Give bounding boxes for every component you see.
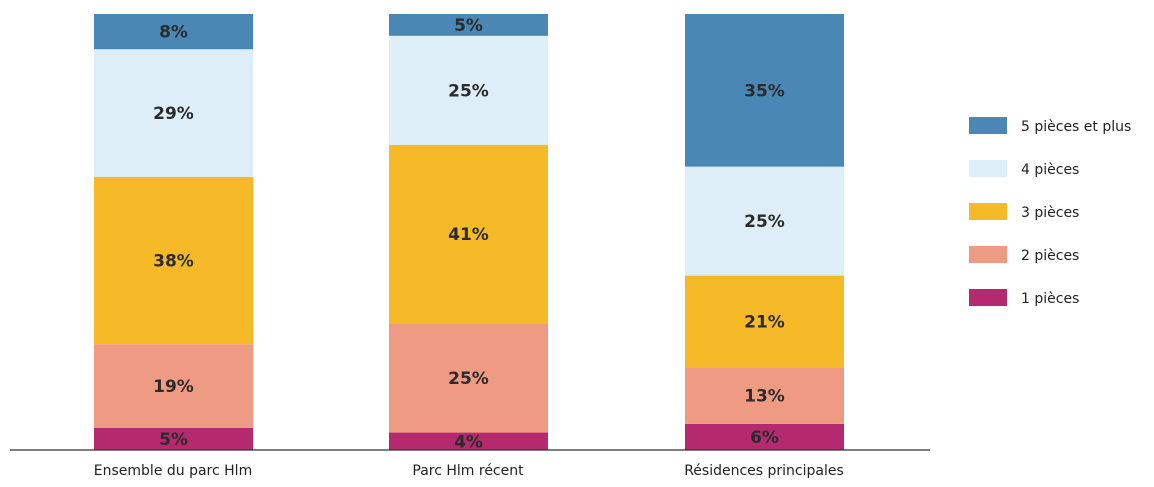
- data-label-3-pi-ces-3: 21%: [744, 312, 785, 332]
- bar-segment-4-pi-ces-1: [94, 49, 253, 177]
- data-label-5-pi-ces-et-plus-1: 8%: [159, 23, 188, 43]
- data-label-4-pi-ces-1: 29%: [153, 104, 194, 124]
- bar-segment-5-pi-ces-et-plus-3: [685, 14, 844, 167]
- category-labels: Ensemble du parc Hlm Parc Hlm récent Résid…: [94, 463, 844, 479]
- legend-label-5-pi-ces-et-plus: 5 pièces et plus: [1021, 119, 1131, 135]
- legend-swatch-5-pi-ces-et-plus: [969, 117, 1007, 134]
- data-label-3-pi-ces-2: 41%: [448, 225, 489, 245]
- legend-label-4-pi-ces: 4 pièces: [1021, 162, 1079, 178]
- bar-segment-3-pi-ces-3: [685, 275, 844, 368]
- data-label-5-pi-ces-et-plus-2: 5%: [454, 16, 483, 36]
- data-label-4-pi-ces-2: 25%: [448, 81, 489, 101]
- data-label-2-pi-ces-2: 25%: [448, 369, 489, 389]
- bars-group: 5% 19% 38% 29% 8% 4% 25% 41% 25% 5% 6% 13% 21% 25% 35%: [94, 14, 844, 452]
- bar-segment-1-pi-ces-3: [685, 423, 844, 450]
- data-label-1-pi-ces-3: 6%: [750, 428, 779, 448]
- data-label-2-pi-ces-1: 19%: [153, 377, 194, 397]
- bar-segment-1-pi-ces-1: [94, 427, 253, 450]
- data-label-4-pi-ces-3: 25%: [744, 212, 785, 232]
- bar-segment-1-pi-ces-2: [389, 432, 548, 450]
- legend-swatch-3-pi-ces: [969, 203, 1007, 220]
- legend-swatch-2-pi-ces: [969, 246, 1007, 263]
- legend-label-3-pi-ces: 3 pièces: [1021, 205, 1079, 221]
- legend-label-2-pi-ces: 2 pièces: [1021, 248, 1079, 264]
- bar-segment-2-pi-ces-1: [94, 344, 253, 428]
- bar-segment-2-pi-ces-3: [685, 367, 844, 424]
- legend-swatch-1-pi-ces: [969, 289, 1007, 306]
- legend-label-1-pi-ces: 1 pièces: [1021, 291, 1079, 307]
- bar-segment-2-pi-ces-2: [389, 323, 548, 433]
- legend: 5 pièces et plus 4 pièces 3 pièces 2 pièces…: [969, 117, 1131, 307]
- data-label-1-pi-ces-2: 4%: [454, 432, 483, 452]
- bar-segment-3-pi-ces-1: [94, 176, 253, 345]
- bar-segment-5-pi-ces-et-plus-1: [94, 14, 253, 50]
- category-label-2: Parc Hlm récent: [412, 463, 524, 479]
- category-label-3: Résidences principales: [684, 463, 844, 479]
- data-label-3-pi-ces-1: 38%: [153, 252, 194, 272]
- bar-segment-5-pi-ces-et-plus-2: [389, 14, 548, 36]
- bar-segment-3-pi-ces-2: [389, 144, 548, 324]
- legend-swatch-4-pi-ces: [969, 160, 1007, 177]
- data-label-2-pi-ces-3: 13%: [744, 387, 785, 407]
- data-label-1-pi-ces-1: 5%: [159, 430, 188, 450]
- data-label-5-pi-ces-et-plus-3: 35%: [744, 81, 785, 101]
- bar-segment-4-pi-ces-3: [685, 166, 844, 276]
- category-label-1: Ensemble du parc Hlm: [94, 463, 252, 479]
- bar-segment-4-pi-ces-2: [389, 35, 548, 145]
